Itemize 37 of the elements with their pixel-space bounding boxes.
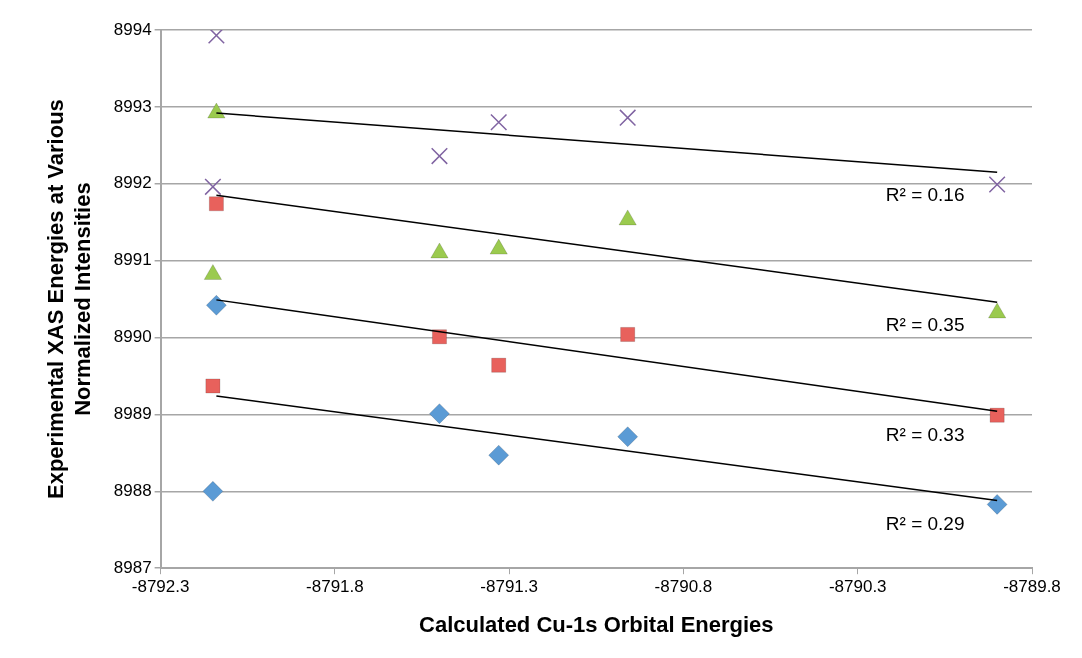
- y-axis-title: Experimental XAS Energies at Various Normalized Intensities: [43, 99, 95, 500]
- point: [207, 30, 225, 44]
- point: [988, 176, 1006, 194]
- point: [488, 444, 510, 466]
- y-tick-label: 8990: [113, 327, 152, 347]
- point: [205, 294, 227, 316]
- point: [619, 109, 637, 127]
- point: [205, 378, 221, 394]
- annotation: R² = 0.29: [885, 512, 965, 534]
- annotation: R² = 0.35: [885, 314, 965, 336]
- y-tick-label: 8994: [113, 19, 152, 39]
- annotation: R² = 0.33: [885, 423, 965, 445]
- point: [491, 357, 507, 373]
- point: [989, 407, 1005, 423]
- y-tick-label: 8989: [113, 404, 152, 424]
- point: [617, 426, 639, 448]
- x-tick-label: -8791.3: [480, 577, 539, 597]
- x-tick-label: -8791.8: [306, 577, 364, 597]
- y-tick-label: 8988: [113, 481, 152, 500]
- y-tick-label: 8993: [113, 96, 152, 116]
- point: [986, 493, 1008, 515]
- annotation: R² = 0.16: [885, 184, 965, 206]
- point: [202, 480, 224, 502]
- point: [204, 178, 222, 196]
- point: [208, 196, 224, 212]
- x-tick-label: -8789.8: [1003, 577, 1061, 597]
- point: [430, 147, 448, 165]
- x-tick-label: -8790.3: [828, 577, 887, 597]
- point: [490, 113, 508, 131]
- x-axis-title: Calculated Cu-1s Orbital Energies: [419, 611, 774, 637]
- y-tick-label: 8991: [113, 250, 152, 270]
- y-tick-label: 8992: [113, 173, 152, 193]
- point: [620, 326, 636, 343]
- y-tick-label: 8987: [113, 557, 152, 577]
- x-tick-label: -8792.3: [131, 577, 190, 597]
- point: [428, 403, 450, 425]
- x-tick-label: -8790.8: [654, 577, 713, 597]
